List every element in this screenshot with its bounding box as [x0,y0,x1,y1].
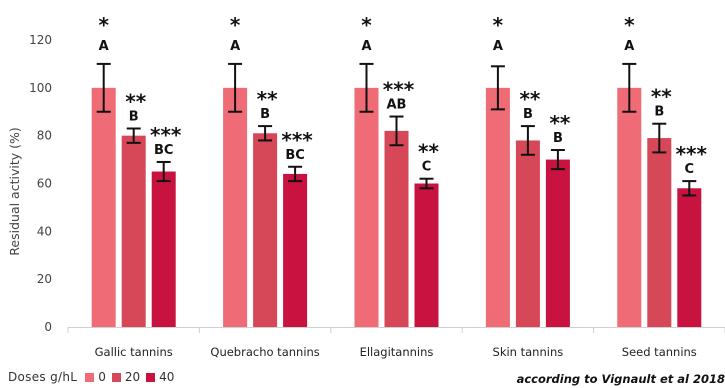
significance-letter: AB [387,98,407,113]
error-bar [96,62,111,113]
y-axis: 0 20 40 60 80 100 120 [29,33,52,334]
legend-label-20: 20 [124,370,141,384]
significance-letter: A [493,39,503,54]
bar [151,171,176,327]
error-bar [258,125,273,142]
bar [121,135,146,327]
error-bar [520,125,535,156]
bar [91,87,116,327]
error-bars [96,62,697,197]
significance-stars: * [98,13,109,37]
x-category-label: Skin tannins [493,345,564,359]
bar [647,138,672,327]
error-bar [228,62,243,113]
error-bar [622,62,637,113]
significance-letter: B [553,131,563,146]
bar [283,173,308,327]
bar [515,140,540,327]
y-tick-label: 60 [37,177,52,191]
y-tick-label: 120 [29,33,52,47]
legend-label-40: 40 [159,370,175,384]
y-tick-label: 40 [37,224,52,238]
significance-stars: *** [383,78,415,102]
significance-stars: ** [257,87,278,111]
bar [485,87,510,327]
significance-stars: ** [651,85,672,109]
bar [354,87,379,327]
significance-stars: *** [676,142,708,166]
significance-stars: ** [125,89,146,113]
y-axis-label: Residual activity (%) [7,127,22,255]
significance-stars: * [230,13,241,37]
x-category-label: Quebracho tannins [210,345,319,359]
significance-letter: A [624,39,634,54]
significance-letter: A [99,39,109,54]
legend-swatch-0 [85,372,95,382]
bars [91,87,702,327]
legend-item-20: 20 [111,370,141,384]
source-note: according to Vignault et al 2018 [516,372,725,386]
significance-letter: B [260,107,270,122]
x-category-label: Seed tannins [622,345,697,359]
significance-stars: *** [150,123,182,147]
bar [384,130,409,327]
error-bar [652,122,667,154]
bar [545,159,570,327]
bar [677,188,702,327]
significance-letter: B [523,107,533,122]
y-tick-label: 80 [37,129,52,143]
significance-stars: *** [281,128,313,152]
error-bar [156,160,171,183]
significance-stars: ** [549,111,570,135]
bar [253,133,278,327]
y-tick-label: 0 [44,320,52,334]
error-bar [419,177,434,190]
legend-label-0: 0 [98,370,106,384]
significance-letter: C [422,160,432,175]
bar [414,183,439,327]
x-category-label: Ellagitannins [360,345,434,359]
significance-stars: ** [418,140,439,164]
error-bar [126,127,141,144]
y-tick-label: 100 [29,81,52,95]
bar [617,87,642,327]
legend-item-0: 0 [85,370,106,384]
significance-stars: * [624,13,635,37]
significance-letter: C [685,162,695,177]
error-bar [288,165,303,183]
error-bar [550,149,565,171]
significance-letter: A [361,39,371,54]
legend-swatch-20 [111,372,121,382]
significance-letter: A [230,39,240,54]
significance-letter: B [129,109,139,124]
bar [223,87,248,327]
bar-chart: 0 20 40 60 80 100 120 Gallic tannins Quebracho … [7,13,725,359]
significance-letter: BC [154,143,173,158]
significance-annotations: A*B**BC***A*B**BC***A*AB***C**A*B**B**A*… [98,13,707,177]
error-bar [389,115,404,147]
legend-swatch-40 [146,372,156,382]
error-bar [682,180,697,197]
significance-stars: * [493,13,504,37]
y-tick-label: 20 [37,272,52,286]
legend-item-40: 40 [146,370,174,384]
legend-title: Doses g/hL [8,370,78,384]
significance-letter: BC [285,148,304,163]
error-bar [490,65,505,111]
x-category-label: Gallic tannins [95,345,173,359]
x-axis: Gallic tannins Quebracho tannins Ellagitan… [67,327,725,359]
error-bar [359,62,374,113]
significance-letter: B [654,105,664,120]
significance-stars: * [361,13,372,37]
legend: Doses g/hL 0 20 40 [8,370,180,384]
significance-stars: ** [519,87,540,111]
